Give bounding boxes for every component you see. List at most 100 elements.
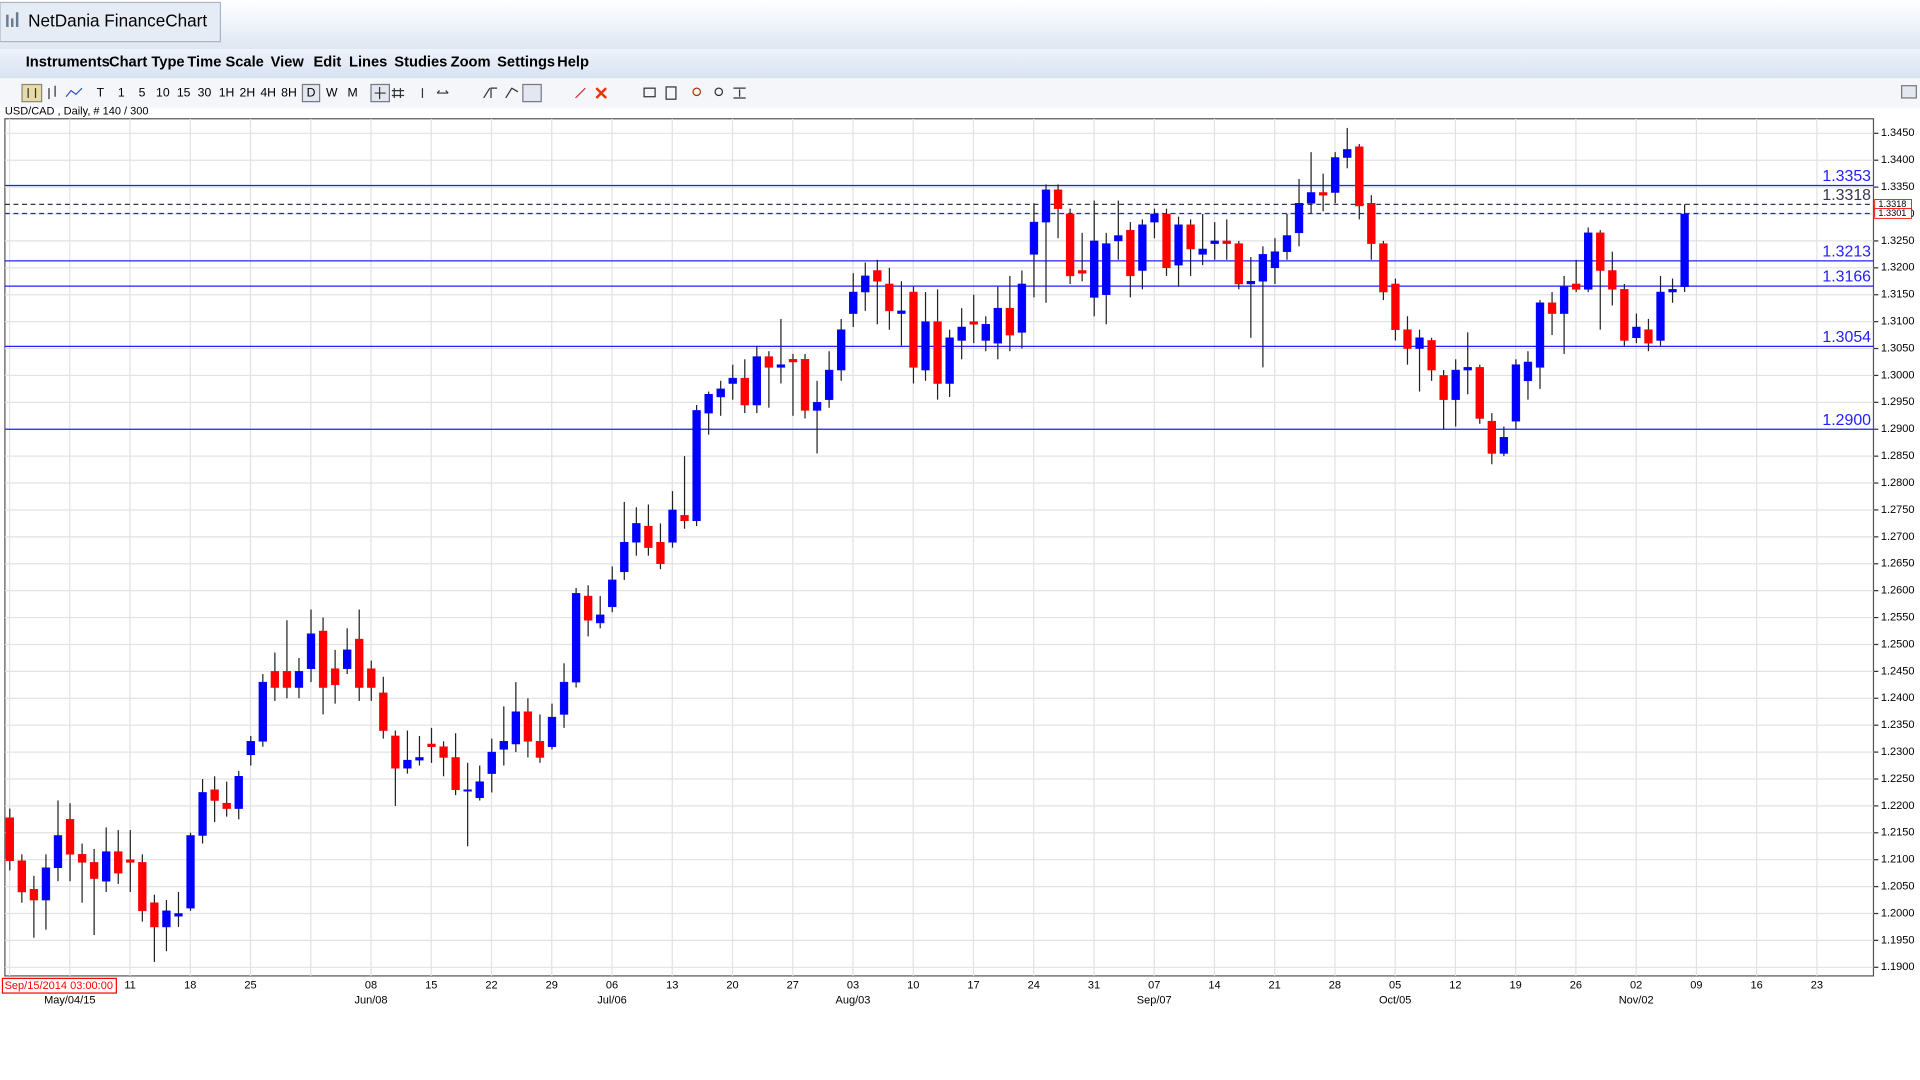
candle-body (812, 402, 822, 411)
candle-body (788, 359, 798, 363)
candle-body (1102, 243, 1111, 295)
candle-body (644, 525, 653, 548)
candle-body (355, 638, 364, 688)
candle-body (933, 321, 942, 384)
candle-body (1572, 283, 1581, 290)
candle-body (1596, 232, 1605, 271)
candle-body (1090, 240, 1099, 298)
menu-item[interactable]: Time Scale (187, 54, 263, 70)
candle-body (969, 321, 978, 325)
x-tick-label: 22 (485, 980, 497, 992)
candle-body (1306, 192, 1316, 204)
candle-body (620, 541, 629, 573)
y-tick-label: 1.3100 (1881, 316, 1915, 328)
level-label: 1.3054 (1822, 329, 1871, 346)
timeframe-button[interactable]: 8H (281, 85, 297, 99)
candle-body (1379, 243, 1388, 293)
candle-body (692, 410, 701, 521)
candle-body (1270, 251, 1280, 269)
candle-body (1608, 270, 1617, 290)
menu-item[interactable]: Edit (313, 54, 341, 70)
timeframe-button[interactable]: 15 (177, 85, 191, 99)
x-tick-label: 19 (1510, 980, 1522, 992)
candle-body (499, 741, 508, 750)
candle-body (1126, 229, 1135, 277)
x-month-label: Jul/06 (597, 994, 626, 1006)
y-tick-label: 1.2700 (1881, 531, 1915, 543)
menu-item[interactable]: View (271, 54, 305, 70)
candle-body (439, 746, 448, 758)
candle-body (1246, 281, 1256, 285)
candle-body (1282, 235, 1292, 252)
x-tick-label: 02 (1630, 980, 1642, 992)
y-tick-label: 1.2550 (1881, 611, 1915, 623)
menu-item[interactable]: Instruments (26, 54, 110, 70)
y-tick-label: 1.2800 (1881, 477, 1915, 489)
y-tick-label: 1.2000 (1881, 907, 1915, 919)
timeframe-button[interactable]: 1 (118, 85, 125, 99)
y-tick-label: 1.3350 (1881, 181, 1915, 193)
candle-body (1114, 235, 1123, 242)
menu-item[interactable]: Zoom (451, 54, 491, 70)
candle-body (824, 369, 834, 400)
plot-area (4, 118, 1875, 977)
candle-body (776, 364, 786, 368)
menu-item[interactable]: Chart Type (109, 54, 185, 70)
timeframe-button[interactable]: D (307, 85, 316, 99)
candle-body (1343, 149, 1352, 158)
menu-item[interactable]: Lines (349, 54, 387, 70)
candle-body (957, 326, 966, 341)
candle-body (427, 743, 436, 747)
candle-body (415, 757, 424, 761)
candle-body (1077, 270, 1087, 274)
candle-body (198, 792, 207, 836)
timeframe-button[interactable]: W (326, 85, 338, 99)
candle-body (837, 329, 846, 371)
candle-body (1656, 291, 1665, 341)
candle-body (17, 860, 27, 893)
candle-body (945, 337, 954, 384)
x-tick-label: 21 (1269, 980, 1281, 992)
candle-body (873, 270, 882, 282)
timeframe-button[interactable]: 4H (260, 85, 276, 99)
timeframe-button[interactable]: M (348, 85, 358, 99)
app-tab[interactable] (0, 1, 222, 43)
candle-body (861, 275, 870, 293)
candle-body (294, 671, 304, 688)
price-tag (1874, 208, 1912, 219)
candle-body (114, 851, 123, 874)
instrument-label: USD/CAD , Daily, # 140 / 300 (5, 105, 149, 117)
level-label: 1.3213 (1822, 243, 1871, 260)
timeframe-button[interactable]: 2H (240, 85, 256, 99)
candle-body (1668, 289, 1677, 293)
candle-body (849, 291, 858, 314)
candle-body (1355, 146, 1364, 207)
timeframe-button[interactable]: 1H (219, 85, 235, 99)
candle-body (909, 291, 918, 368)
candle-body (487, 751, 496, 774)
timeframe-button[interactable]: 5 (139, 85, 146, 99)
timeframe-button[interactable]: 30 (198, 85, 212, 99)
menu-item[interactable]: Help (557, 54, 589, 70)
candle-body (270, 671, 280, 688)
candle-body (1186, 224, 1195, 250)
timeframe-button[interactable]: 10 (156, 85, 170, 99)
menu-item[interactable]: Studies (394, 54, 447, 70)
timeframe-button[interactable]: T (97, 85, 105, 99)
candle-body (5, 817, 14, 862)
y-tick-label: 1.2300 (1881, 746, 1915, 758)
candle-body (1065, 213, 1075, 277)
y-tick-label: 1.1950 (1881, 934, 1915, 946)
candle-body (1463, 367, 1472, 371)
y-tick-label: 1.2950 (1881, 396, 1915, 408)
x-month-label: Aug/03 (836, 994, 871, 1006)
candle-body (282, 671, 292, 688)
y-tick-label: 1.2500 (1881, 638, 1915, 650)
x-tick-label: 17 (967, 980, 979, 992)
candle-body (246, 741, 255, 756)
candle-body (77, 854, 87, 863)
menu-item[interactable]: Settings (497, 54, 555, 70)
candle-body (1198, 248, 1207, 255)
y-tick-label: 1.2850 (1881, 450, 1915, 462)
